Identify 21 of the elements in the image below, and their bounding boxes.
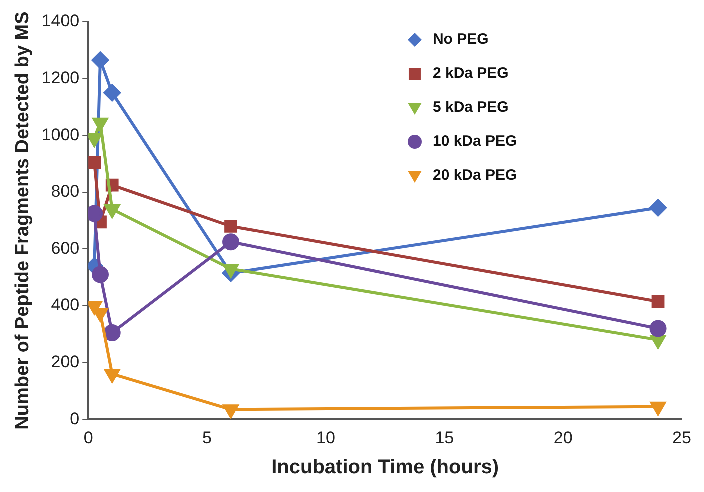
y-tick-label: 1400: [42, 12, 80, 31]
y-tick-label: 200: [51, 352, 80, 372]
legend-label: 10 kDa PEG: [432, 133, 518, 150]
y-tick-label: 800: [51, 182, 80, 202]
x-tick-label: 10: [316, 428, 336, 448]
x-tick-label: 25: [672, 428, 692, 448]
x-tick-label: 15: [435, 428, 454, 448]
y-tick-label: 1000: [42, 125, 80, 144]
y-tick-label: 600: [51, 238, 80, 258]
x-tick-label: 0: [84, 428, 94, 448]
x-axis-title: Incubation Time (hours): [272, 456, 500, 479]
legend-label: No PEG: [432, 31, 489, 48]
y-tick-label: 1200: [42, 68, 80, 88]
legend-label: 20 kDa PEG: [432, 167, 518, 184]
y-tick-label: 0: [70, 409, 80, 428]
y-axis-title: Number of Peptide Fragments Detected by MS: [12, 12, 34, 430]
x-tick-label: 5: [202, 428, 212, 448]
y-tick-label: 400: [51, 296, 80, 315]
legend-label: 5 kDa PEG: [432, 99, 509, 116]
x-tick-label: 20: [554, 428, 573, 448]
legend-label: 2 kDa PEG: [432, 65, 509, 82]
